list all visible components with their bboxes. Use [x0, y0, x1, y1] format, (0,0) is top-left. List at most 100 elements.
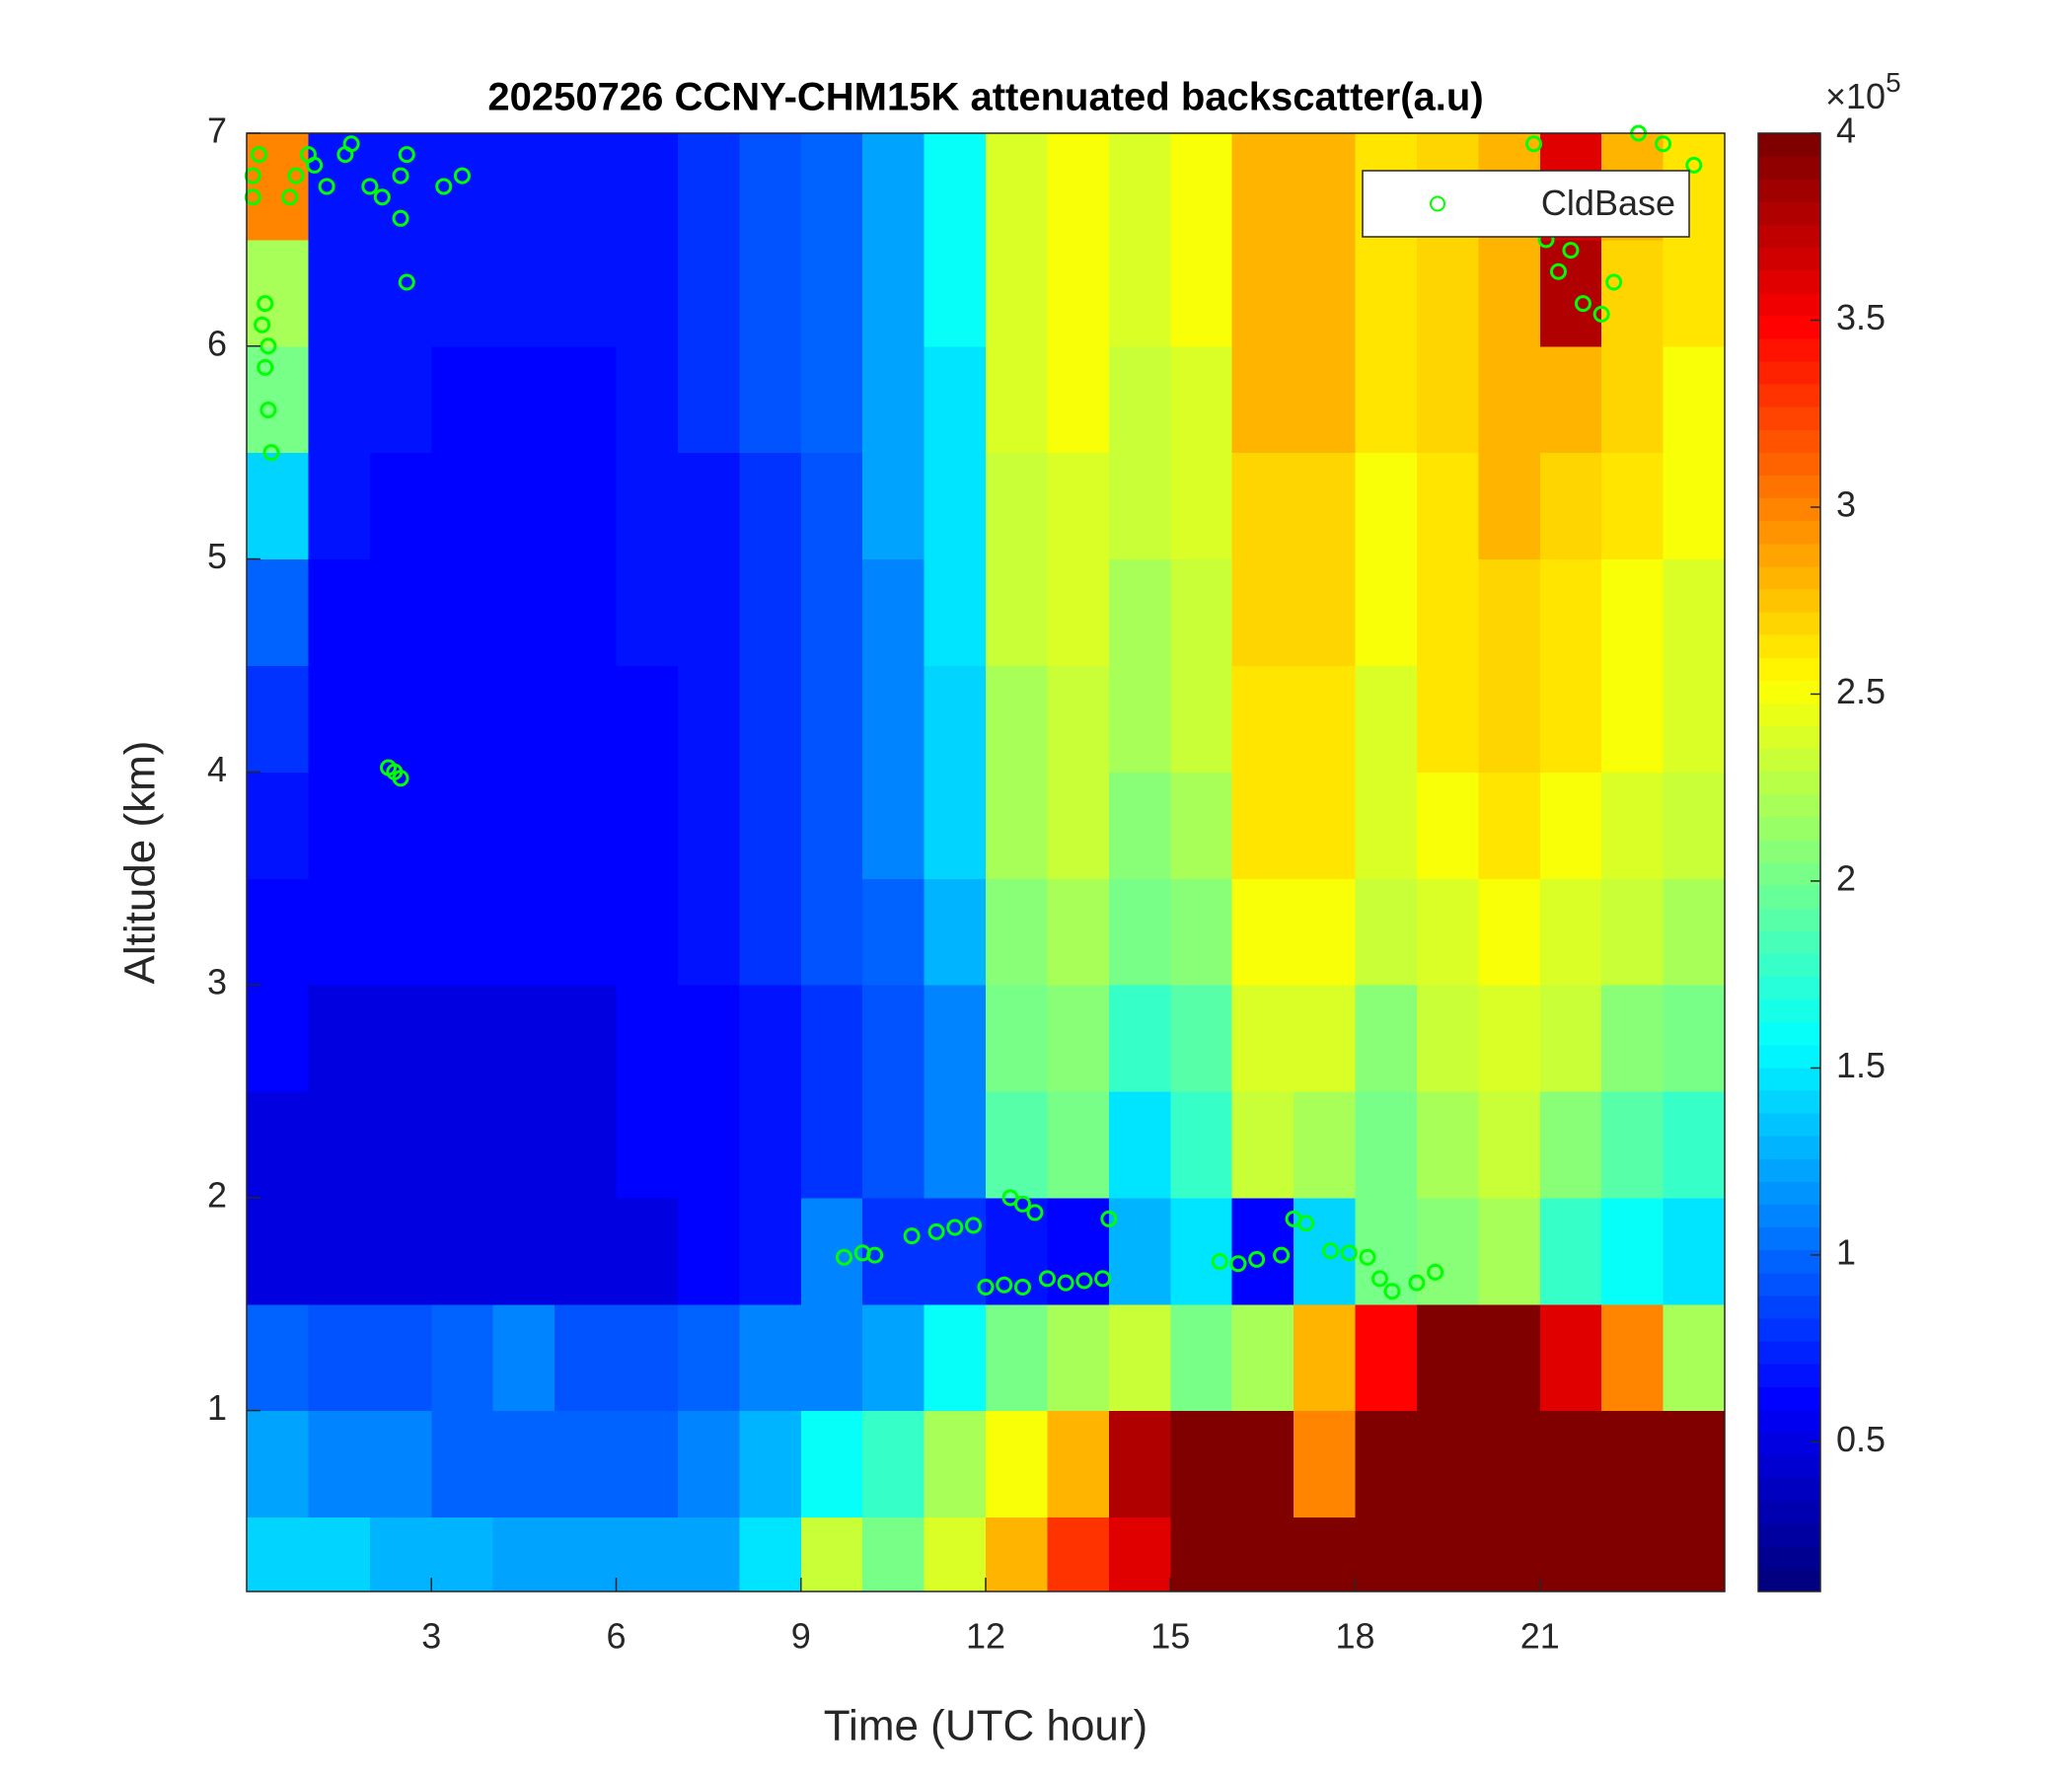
heat-cell — [986, 558, 1049, 667]
heat-cell — [247, 558, 310, 667]
heat-cell — [247, 1517, 310, 1592]
heat-cell — [555, 133, 618, 241]
cloud-base-point — [1370, 1270, 1388, 1288]
heat-cell — [924, 1303, 987, 1412]
heat-cell — [492, 665, 555, 773]
heat-cell — [616, 1303, 679, 1412]
heat-cell — [924, 452, 987, 560]
heat-cell — [1047, 1090, 1110, 1199]
colorbar-step — [1758, 1545, 1820, 1570]
heat-cell — [1601, 345, 1665, 454]
heat-cell — [1294, 1517, 1357, 1592]
heat-cell — [431, 1197, 494, 1305]
heat-cell — [492, 558, 555, 667]
y-tick-label: 6 — [207, 323, 227, 363]
colorbar-step — [1758, 1249, 1820, 1274]
cloud-base-point — [977, 1278, 995, 1295]
colorbar-step — [1758, 315, 1820, 339]
heat-cell — [369, 1517, 432, 1592]
heat-cell — [247, 345, 310, 454]
heat-cell — [616, 1090, 679, 1199]
heat-cell — [492, 239, 555, 347]
colorbar-scale-base: ×10 — [1825, 76, 1886, 116]
cloud-base-point — [1297, 1215, 1315, 1232]
heat-cell — [1539, 452, 1602, 560]
heat-cell — [1663, 772, 1726, 879]
cloud-base-point — [392, 167, 409, 185]
heat-cell — [616, 985, 679, 1092]
heat-cell — [1539, 1090, 1602, 1199]
colorbar-step — [1758, 247, 1820, 271]
cloud-base-point — [1322, 1242, 1340, 1260]
heat-cell — [1231, 1303, 1295, 1412]
heat-cell — [1108, 452, 1171, 560]
heat-cell — [431, 665, 494, 773]
colorbar-scale: ×105 — [1825, 67, 1901, 115]
colorbar-step — [1758, 133, 1820, 157]
heat-cell — [308, 985, 371, 1092]
heat-cell — [1355, 558, 1418, 667]
heat-cell — [1047, 452, 1110, 560]
heat-cell — [431, 878, 494, 986]
heat-cell — [431, 772, 494, 879]
colorbar-step — [1758, 1364, 1820, 1387]
colorbar-step — [1758, 1295, 1820, 1319]
colorbar-step — [1758, 1181, 1820, 1206]
heat-cell — [1231, 133, 1295, 241]
cloud-base-point — [1549, 262, 1567, 280]
heat-cell — [1601, 1197, 1665, 1305]
heat-cell — [1539, 1197, 1602, 1305]
colorbar-step — [1758, 1409, 1820, 1433]
cloud-base-point — [1383, 1283, 1401, 1300]
heat-cell — [369, 665, 432, 773]
heat-cell — [1478, 452, 1541, 560]
colorbar-step — [1758, 771, 1820, 795]
cloud-base-point — [1525, 135, 1543, 153]
heat-cell — [800, 1303, 863, 1412]
x-tick-label: 9 — [791, 1616, 811, 1657]
heat-cell — [1416, 1090, 1479, 1199]
heat-cell — [1294, 985, 1357, 1092]
heat-cell — [1416, 1517, 1479, 1592]
heat-cell — [1170, 345, 1233, 454]
heat-cell — [924, 133, 987, 241]
heat-cell — [308, 1197, 371, 1305]
heat-cell — [616, 133, 679, 241]
colorbar-tick-label: 2.5 — [1836, 671, 1886, 711]
heat-cell — [800, 239, 863, 347]
heat-cell — [739, 878, 802, 986]
heat-cell — [677, 665, 740, 773]
heat-cell — [862, 133, 925, 241]
heat-cell — [924, 239, 987, 347]
heat-cell — [1663, 665, 1726, 773]
heat-cell — [739, 133, 802, 241]
heat-cell — [924, 878, 987, 986]
x-axis-label: Time (UTC hour) — [824, 1702, 1147, 1750]
heat-cell — [369, 345, 432, 454]
heat-cell — [616, 1410, 679, 1518]
heat-cell — [1047, 985, 1110, 1092]
heat-cell — [1601, 239, 1665, 347]
heat-cell — [1416, 345, 1479, 454]
heat-cell — [1047, 558, 1110, 667]
cloud-base-point — [392, 209, 409, 227]
heat-cell — [492, 452, 555, 560]
heat-cell — [555, 985, 618, 1092]
heat-cell — [800, 665, 863, 773]
heat-cell — [862, 1090, 925, 1199]
heat-cell — [862, 345, 925, 454]
heat-cell — [862, 985, 925, 1092]
colorbar-step — [1758, 520, 1820, 545]
heat-cell — [308, 1090, 371, 1199]
heat-cell — [1108, 345, 1171, 454]
heat-cell — [1663, 1090, 1726, 1199]
cloud-base-point — [1685, 156, 1703, 174]
heat-cell — [369, 239, 432, 347]
colorbar-tick-label: 3 — [1836, 483, 1856, 524]
cloud-base-point — [1013, 1278, 1031, 1295]
cloud-base-point — [287, 167, 305, 185]
heat-cell — [247, 1090, 310, 1199]
cloud-base-point — [262, 444, 280, 462]
heat-cell — [739, 239, 802, 347]
heat-cell — [308, 1303, 371, 1412]
